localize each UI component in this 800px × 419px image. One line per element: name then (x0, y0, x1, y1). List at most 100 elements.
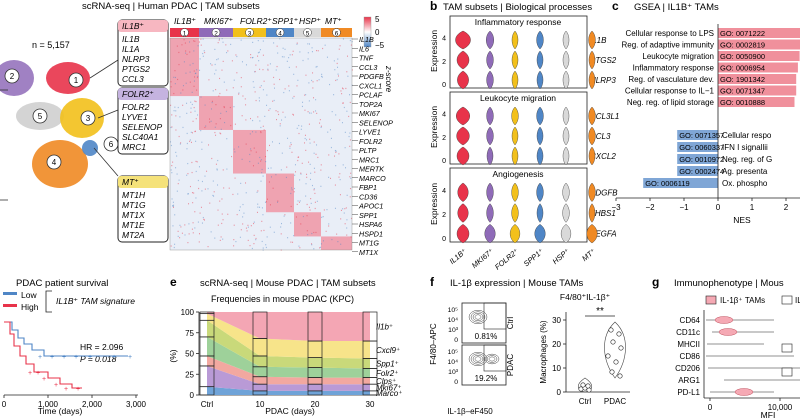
il1b-gene-box: IL1B⁺ IL1B IL1A NLRP3 PTGS2 CCL3 (117, 19, 169, 87)
km-curve-high (4, 321, 82, 389)
heatmap-cell (312, 72, 314, 74)
heatmap-cell (247, 226, 249, 228)
umap-cluster-6 (82, 140, 98, 156)
km-censor-low: + (88, 354, 92, 361)
heatmap-row-label: HSPD1 (359, 229, 383, 238)
heatmap-cell (280, 233, 282, 235)
gsea-go-id: GO: 0006119 (645, 179, 689, 188)
heatmap-cell (305, 195, 307, 197)
heatmap-cell (235, 54, 237, 56)
heatmap-row-label: IL1B (359, 35, 374, 44)
heatmap-cell (194, 211, 196, 213)
heatmap-cell (252, 165, 254, 167)
heatmap-cell (198, 241, 200, 243)
heatmap-cell (185, 50, 187, 52)
heatmap-cell (176, 173, 178, 175)
heatmap-cell (214, 126, 216, 128)
dot-point-ctrl (586, 387, 592, 393)
heatmap-cell (349, 132, 351, 134)
violin-gene-label: NLRP3 (590, 76, 616, 85)
cluster-bar-number: 3 (248, 31, 252, 38)
heatmap-cell (231, 60, 233, 62)
heatmap-cell (209, 118, 211, 120)
cluster-bar-marker (180, 28, 189, 37)
heatmap-cell (185, 72, 187, 74)
heatmap-cell (260, 230, 262, 232)
cell-count: n = 5,157 (32, 40, 70, 50)
gsea-go-id: GO: 0010972 (679, 155, 724, 164)
heatmap-cell (193, 192, 195, 194)
heatmap-cell (344, 223, 346, 225)
heatmap-cell (250, 150, 252, 152)
heatmap-cell (198, 166, 200, 168)
heatmap-cell (337, 75, 339, 77)
immuno-xtick-label: 10,000 (768, 403, 793, 412)
heatmap-cell (298, 201, 300, 203)
gsea-term: Cellular response to IL−1 (625, 87, 715, 96)
heatmap-cell (265, 244, 267, 246)
heatmap-cell (193, 50, 195, 52)
heatmap-cell (212, 180, 214, 182)
heatmap-cell (217, 184, 219, 186)
heatmap-cell (209, 202, 211, 204)
heatmap-cell (278, 113, 280, 116)
area-ytick-label: 75 (185, 329, 194, 338)
immuno-marker-label: CD11c (676, 328, 700, 337)
heatmap-cell (210, 231, 212, 233)
heatmap-cell (232, 193, 234, 196)
heatmap-cell (238, 209, 240, 211)
heatmap-cell (304, 109, 306, 111)
violin-gene-label: IL1B (590, 36, 607, 45)
gsea-term: Ox. phospho (722, 179, 768, 188)
heatmap-cell (313, 189, 315, 191)
heatmap-row-label: HSPA6 (359, 220, 382, 229)
area-legend-label: Clps⁺ (376, 377, 396, 386)
folr2-box-title: FOLR2⁺ (122, 89, 154, 99)
mt-gene-box: MT⁺ MT1H MT1G MT1X MT1E MT2A (117, 175, 169, 243)
macrophage-dot-plot: F4/80⁺IL-1β⁺ 0 10 20 30 Macrophages (%) ** Ctrl… (539, 292, 630, 406)
folr2-box-gene: SLC40A1 (122, 132, 159, 142)
heatmap-cell (304, 134, 306, 136)
heatmap-row-label: MT1X (359, 248, 379, 257)
heatmap-row-label: CD36 (359, 192, 377, 201)
violin-shape (536, 30, 544, 50)
gsea-term: Ag. presenta (722, 167, 768, 176)
heatmap-cell (270, 176, 272, 178)
heatmap-cell (295, 66, 297, 68)
heatmap-cell (249, 245, 251, 247)
heatmap-cell (192, 120, 194, 122)
heatmap-cell (259, 156, 261, 159)
dot-point-ctrl (585, 383, 591, 389)
facs-gate (483, 302, 507, 330)
heatmap-row-label: CCL3 (359, 63, 377, 72)
heatmap-cell (299, 200, 301, 202)
heatmap-cell (289, 147, 291, 149)
heatmap-row-label: SELENOP (359, 118, 393, 127)
heatmap-cell (261, 207, 263, 209)
area-bar-segment (362, 311, 378, 342)
heatmap-cell (283, 56, 285, 58)
heatmap-cell (292, 50, 294, 52)
heatmap-cell (267, 167, 269, 169)
area-series (207, 365, 370, 391)
heatmap-cell (311, 51, 313, 53)
heatmap-cell (186, 112, 188, 114)
violin-shape (511, 146, 519, 166)
heatmap-cell (175, 110, 177, 112)
heatmap-cell (186, 53, 188, 56)
heatmap-cell (210, 120, 212, 122)
panel-e-header: scRNA-seq | Mouse PDAC | TAM subsets (200, 278, 376, 289)
heatmap-cell (296, 203, 298, 206)
heatmap-cell (281, 222, 283, 225)
heatmap-cell (308, 100, 310, 102)
heatmap-cell (298, 245, 300, 247)
heatmap-cell (185, 52, 187, 54)
heatmap-cell (171, 164, 173, 167)
heatmap-cell (189, 81, 191, 83)
heatmap-cell (253, 234, 255, 236)
gsea-go-id: GO: 0010888 (720, 98, 765, 107)
heatmap-cell (234, 123, 236, 125)
panel-b-header: TAM subsets | Biological processes (443, 2, 592, 13)
heatmap-cell (335, 150, 337, 152)
dot-point-pdac (618, 345, 624, 351)
